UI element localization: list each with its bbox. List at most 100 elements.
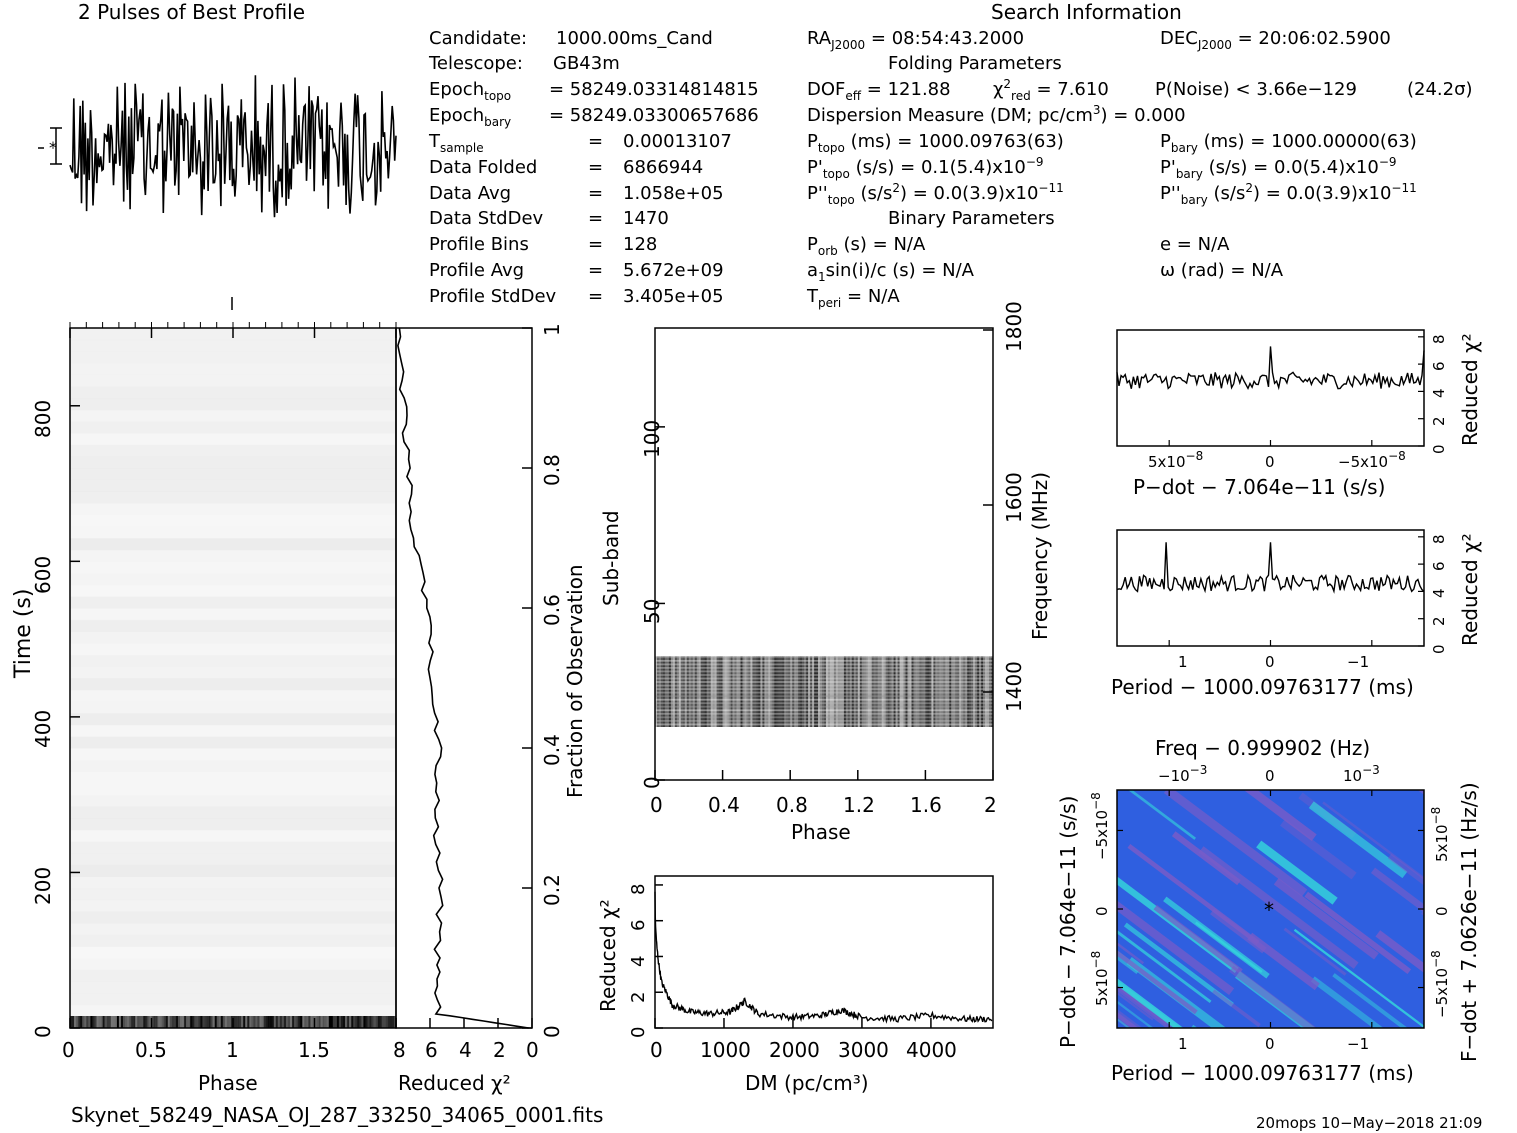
p-pdot-streak [1127,790,1197,840]
time-phase-cell [231,1016,234,1028]
subband-cell [963,656,966,727]
pdot-chi2-line [1116,346,1425,391]
time-phase-cell [202,1016,205,1028]
subband-cell [816,656,819,727]
time-phase-cell [120,1016,124,1028]
time-phase-cell [330,1016,334,1028]
ppdot-toptick: 10−3 [1343,763,1380,785]
time-phase-cell [196,1016,199,1028]
p-pdot-streak [1304,891,1412,974]
subband-cell [818,656,821,727]
time-phase-cell [277,1016,281,1028]
subband-row [655,674,993,676]
subband-cell [720,656,723,727]
time-phase-cell [387,1016,391,1028]
subband-cell [826,656,829,727]
time-phase-cell [216,1016,219,1028]
time-phase-cell [341,1016,344,1028]
time-phase-row [70,444,396,457]
subband-cell [655,656,658,727]
subband-row [655,709,993,712]
time-phase-cell [76,1016,79,1028]
p-pdot-streak [1308,801,1408,879]
pbary-line: Pbary (ms) = 1000.00000(63) [1160,131,1417,155]
subband-cell [722,656,725,727]
folding-title: Folding Parameters [888,53,1062,74]
ppdot-ytick: −5x10−8 [1089,792,1111,860]
time-phase-cell [304,1016,307,1028]
time-phase-cell [361,1016,364,1028]
subband-cell [742,656,745,727]
svg-text:*: * [49,138,57,157]
time-phase-cell [102,1016,105,1028]
time-phase-cell [338,1016,342,1028]
subband-cell [945,656,948,727]
time-phase-cell [247,1016,250,1028]
subband-cell [915,656,918,727]
subband-cell [977,656,980,727]
time-phase-row [70,503,396,516]
subband-cell [851,656,855,727]
p-pdot-streak [1153,904,1243,974]
p-pdot-streak [1492,991,1517,1090]
time-phase-cell [253,1016,256,1028]
subband-cell [959,656,962,727]
time-phase-row [70,526,396,539]
tc-xtick: 6 [425,1038,438,1062]
time-phase-cell [377,1016,380,1028]
time-phase-cell [391,1016,395,1028]
sb-y2label: Frequency (MHz) [1028,471,1052,640]
time-phase-row [70,899,396,912]
subband-cell [919,656,922,727]
subband-row [655,656,993,659]
sb-xlabel: Phase [791,820,851,844]
subband-cell [694,656,698,727]
time-phase-cell [306,1016,309,1028]
subband-cell [833,656,837,727]
subband-cell [698,656,701,727]
data-folded-label: Data Folded [429,157,538,178]
time-phase-cell [106,1016,109,1028]
tp-xtick: 1.5 [298,1038,330,1062]
subband-cell [684,656,688,727]
pdot-topo-line: P'topo (s/s) = 0.1(5.4)x10−9 [807,155,1044,181]
time-phase-cell [220,1016,224,1028]
p-pdot-streak [1499,780,1517,817]
time-phase-cell [310,1016,313,1028]
subband-cell [953,656,956,727]
subband-cell [682,656,686,727]
subband-cell [790,656,793,727]
subband-cell [881,656,884,727]
pdot-ytick: 6 [1430,361,1448,371]
subband-cell [680,656,684,727]
eq-sign: = [588,131,604,152]
subband-cell [969,656,972,727]
subband-row [655,670,993,673]
time-phase-cell [151,1016,154,1028]
time-phase-row [70,783,396,796]
subband-cell [786,656,789,727]
dm-ytick: 0 [628,1026,649,1038]
subband-cell [855,656,859,727]
dm-frame [654,875,994,1029]
period-xtick: 1 [1178,653,1188,671]
pdot-xtick: 0 [1265,453,1275,471]
tc-ytick: 1 [540,323,564,336]
subband-cell [760,656,763,727]
ppdot-toptick: −10−3 [1158,763,1208,785]
time-phase-row [70,876,396,889]
tp-xtick: 1 [226,1038,239,1062]
p-pdot-streak [1280,818,1357,880]
subband-cell [776,656,779,727]
p-pdot-streak [1163,790,1308,897]
dm-xtick: 0 [650,1038,663,1062]
subband-cell [907,656,910,727]
dm-xtick: 4000 [906,1038,957,1062]
time-phase-plot [69,322,397,1029]
subband-cell [732,656,735,727]
time-phase-cell [259,1016,262,1028]
dm-xtick: 3000 [838,1038,889,1062]
eq-sign: = [588,286,604,307]
time-phase-cell [116,1016,120,1028]
